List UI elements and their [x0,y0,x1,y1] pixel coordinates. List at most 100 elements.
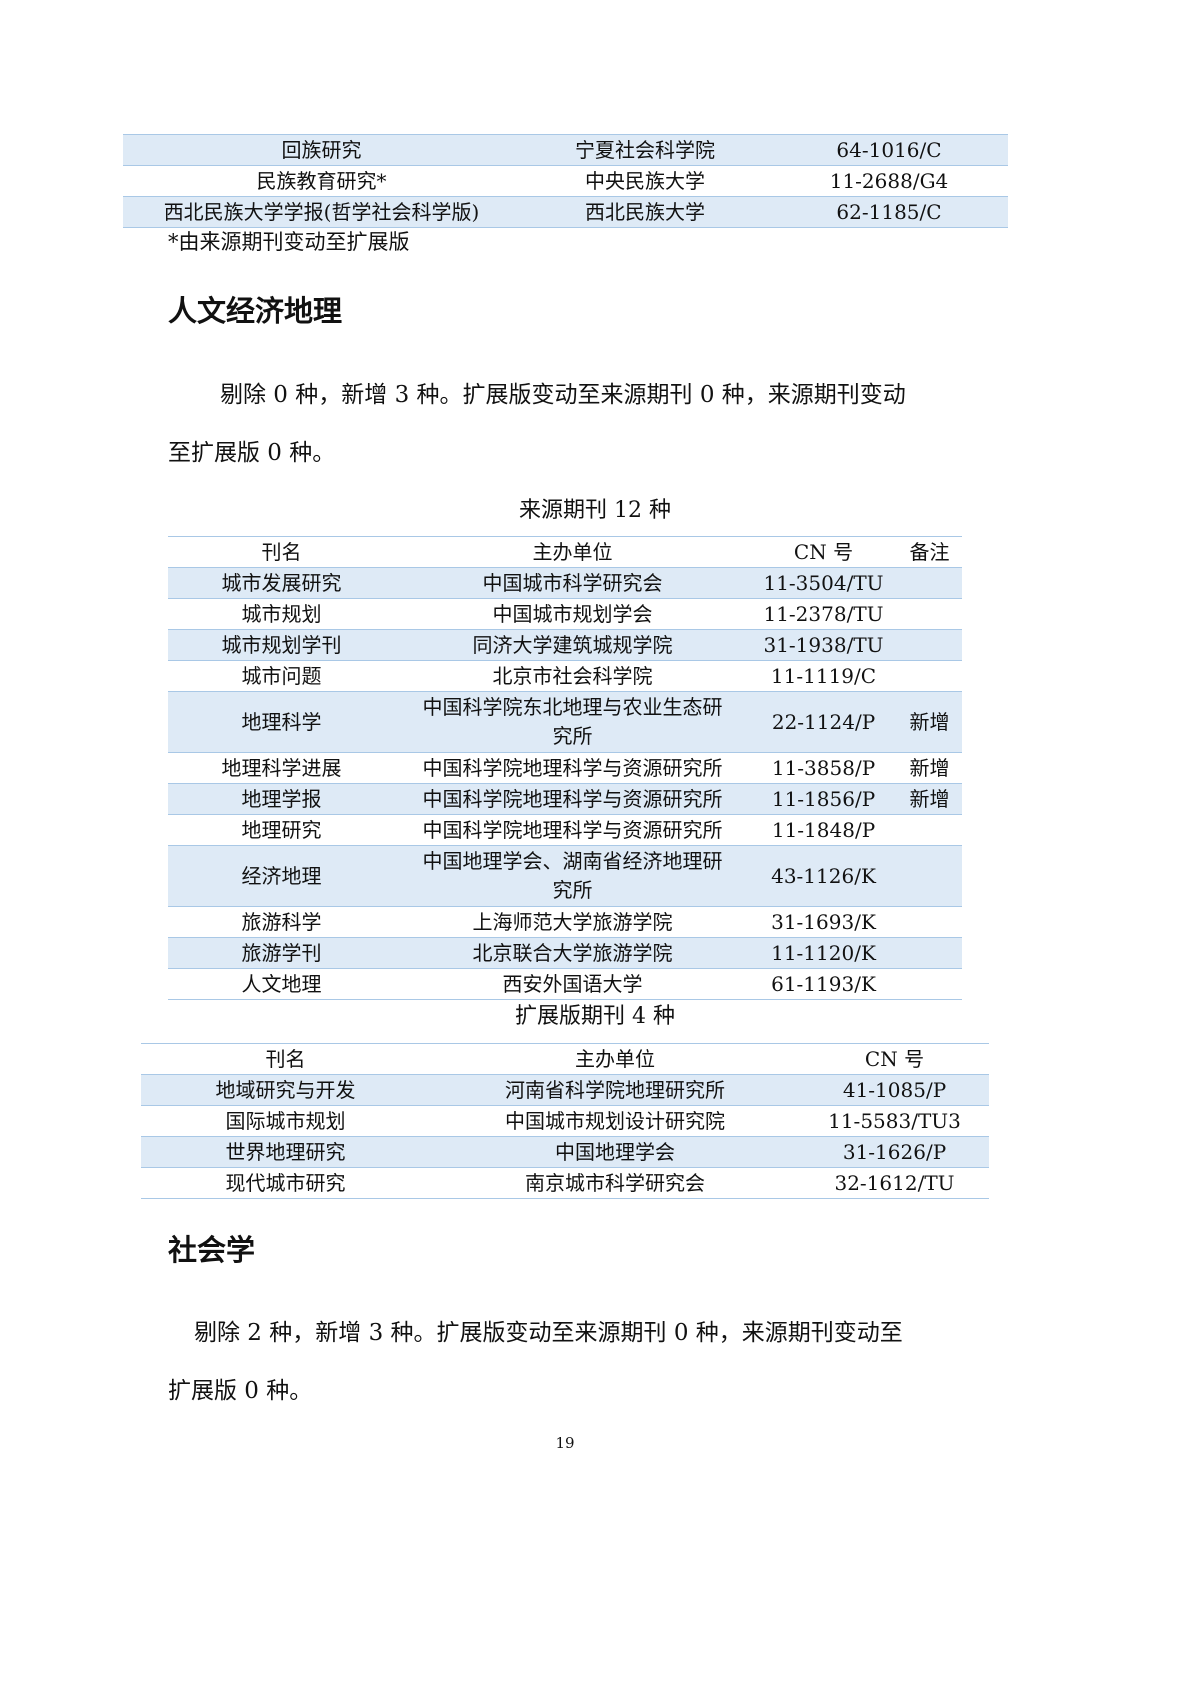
table-cell: 南京城市科学研究会 [430,1167,800,1199]
table-cell: 回族研究 [123,134,520,166]
table-cell [897,814,962,846]
table-cell [897,660,962,692]
table-row: 国际城市规划 中国城市规划设计研究院 11-5583/TU3 [141,1105,989,1137]
table-cell: 新增 [897,783,962,815]
table-cell: 现代城市研究 [141,1167,430,1199]
table-cell: 国际城市规划 [141,1105,430,1137]
table-cell: 中央民族大学 [520,165,770,197]
table-cell: CN 号 [800,1043,989,1075]
table-cell: 上海师范大学旅游学院 [395,906,750,938]
table-cell: 11-5583/TU3 [800,1105,989,1137]
table-row: 城市发展研究 中国城市科学研究会 11-3504/TU [168,567,962,599]
table-row: 西北民族大学学报(哲学社会科学版) 西北民族大学 62-1185/C [123,196,1008,228]
table-row: 回族研究 宁夏社会科学院 64-1016/C [123,134,1008,166]
table-cell: 城市问题 [168,660,395,692]
table-cell: 32-1612/TU [800,1167,989,1199]
table-cell: 新增 [897,752,962,784]
table-cell: 31-1626/P [800,1136,989,1168]
table-cell: 中国城市规划设计研究院 [430,1105,800,1137]
page-number: 19 [555,1434,575,1452]
table-cell: 世界地理研究 [141,1136,430,1168]
table-row: 民族教育研究* 中央民族大学 11-2688/G4 [123,165,1008,197]
table-cell: 11-2688/G4 [770,165,1008,197]
table-row: 旅游科学 上海师范大学旅游学院 31-1693/K [168,906,962,938]
table-caption: 扩展版期刊 4 种 [515,1004,675,1029]
table-cell: 61-1193/K [750,968,897,1000]
table-cell: 中国科学院地理科学与资源研究所 [395,752,750,784]
table-row: 地理科学 中国科学院东北地理与农业生态研究所 22-1124/P 新增 [168,691,962,753]
table-cell: 64-1016/C [770,134,1008,166]
table-cell [897,567,962,599]
table-row: 城市规划 中国城市规划学会 11-2378/TU [168,598,962,630]
table-row: 地域研究与开发 河南省科学院地理研究所 41-1085/P [141,1074,989,1106]
table-cell [897,937,962,969]
table-cell [897,598,962,630]
table-cell [897,968,962,1000]
table-row: 世界地理研究 中国地理学会 31-1626/P [141,1136,989,1168]
table-cell: 11-3858/P [750,752,897,784]
table-cell: 地理科学进展 [168,752,395,784]
table-cell: 地域研究与开发 [141,1074,430,1106]
source-journals-table: 刊名 主办单位 CN 号备注 城市发展研究 中国城市科学研究会 11-3504/TU 城市规… [168,536,962,1000]
table-cell: 北京市社会科学院 [395,660,750,692]
paragraph-line: 剔除 2 种，新增 3 种。扩展版变动至来源期刊 0 种，来源期刊变动至 [194,1320,903,1346]
paragraph-line: 剔除 0 种，新增 3 种。扩展版变动至来源期刊 0 种，来源期刊变动 [220,382,906,408]
table-cell: 刊名 [168,536,395,568]
table-cell: 43-1126/K [750,845,897,907]
table-header-row: 刊名 主办单位 CN 号 [141,1043,989,1075]
table-caption: 来源期刊 12 种 [519,498,671,523]
table-cell: 民族教育研究* [123,165,520,197]
table-row: 城市问题 北京市社会科学院 11-1119/C [168,660,962,692]
table-cell: 西北民族大学学报(哲学社会科学版) [123,196,520,228]
table-cell: 中国科学院东北地理与农业生态研究所 [395,691,750,753]
table-cell: 西北民族大学 [520,196,770,228]
table-cell: 经济地理 [168,845,395,907]
table-cell: 主办单位 [430,1043,800,1075]
table-row: 人文地理 西安外国语大学 61-1193/K [168,968,962,1000]
top-table: 回族研究 宁夏社会科学院 64-1016/C 民族教育研究* 中央民族大学 11-2688… [123,134,1008,228]
table-cell: 31-1693/K [750,906,897,938]
table-cell: 地理科学 [168,691,395,753]
table-cell: 31-1938/TU [750,629,897,661]
table-cell: 主办单位 [395,536,750,568]
table-cell [897,845,962,907]
table-cell: 中国科学院地理科学与资源研究所 [395,814,750,846]
extended-journals-table: 刊名 主办单位 CN 号地域研究与开发 河南省科学院地理研究所 41-1085/P 国际城… [141,1043,989,1199]
table-cell: 中国科学院地理科学与资源研究所 [395,783,750,815]
table-cell: 22-1124/P [750,691,897,753]
table-row: 现代城市研究 南京城市科学研究会 32-1612/TU [141,1167,989,1199]
table-cell: 11-1856/P [750,783,897,815]
table-cell: 西安外国语大学 [395,968,750,1000]
table-cell: 城市规划 [168,598,395,630]
table-row: 地理学报 中国科学院地理科学与资源研究所 11-1856/P 新增 [168,783,962,815]
table-header-row: 刊名 主办单位 CN 号备注 [168,536,962,568]
table-cell [897,906,962,938]
section-title: 社会学 [168,1233,256,1267]
table-row: 旅游学刊 北京联合大学旅游学院 11-1120/K [168,937,962,969]
table-cell [897,629,962,661]
section-title: 人文经济地理 [168,294,343,328]
table-cell: 城市发展研究 [168,567,395,599]
table-cell: 11-3504/TU [750,567,897,599]
table-row: 地理科学进展 中国科学院地理科学与资源研究所 11-3858/P 新增 [168,752,962,784]
table-cell: 旅游科学 [168,906,395,938]
table-cell: 河南省科学院地理研究所 [430,1074,800,1106]
paragraph-line: 扩展版 0 种。 [168,1378,313,1404]
paragraph-line: 至扩展版 0 种。 [168,440,336,466]
table-cell: 11-1119/C [750,660,897,692]
table-cell: 北京联合大学旅游学院 [395,937,750,969]
table-cell: 备注 [897,536,962,568]
table-cell: 宁夏社会科学院 [520,134,770,166]
table-cell: 中国城市科学研究会 [395,567,750,599]
table-cell: 11-1120/K [750,937,897,969]
table-cell: 旅游学刊 [168,937,395,969]
table-cell: CN 号 [750,536,897,568]
table-cell: 新增 [897,691,962,753]
table-cell: 人文地理 [168,968,395,1000]
table-cell: 刊名 [141,1043,430,1075]
table-cell: 地理研究 [168,814,395,846]
table-cell: 中国地理学会、湖南省经济地理研究所 [395,845,750,907]
table-cell: 同济大学建筑城规学院 [395,629,750,661]
table-cell: 中国地理学会 [430,1136,800,1168]
table-row: 城市规划学刊 同济大学建筑城规学院 31-1938/TU [168,629,962,661]
